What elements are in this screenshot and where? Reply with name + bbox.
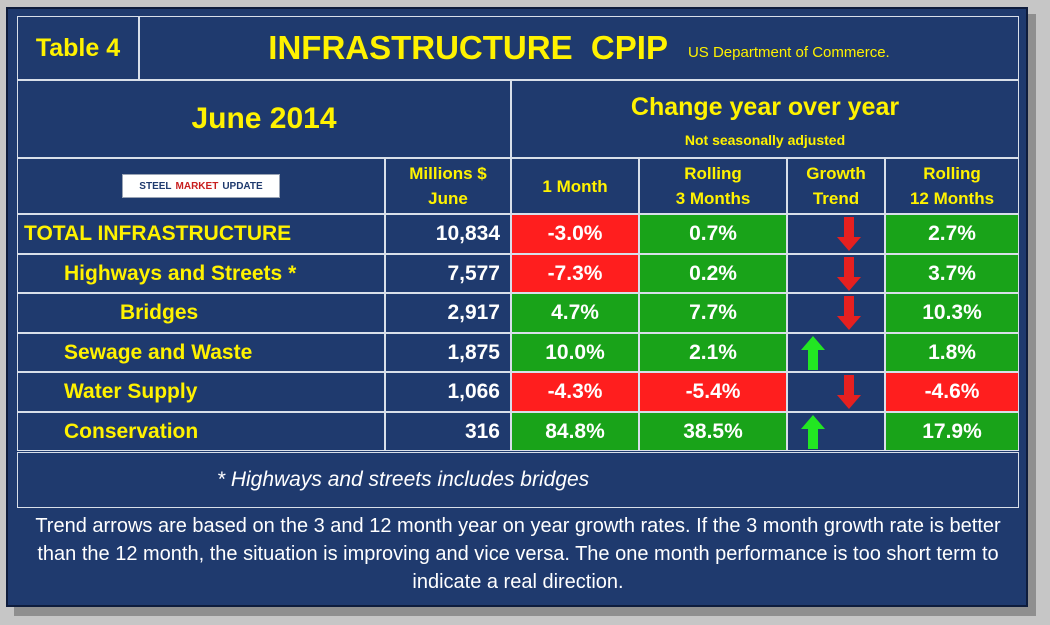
steel-market-update-logo: STEEL MARKET UPDATE bbox=[122, 174, 280, 198]
row-trend-cell bbox=[787, 254, 885, 293]
row-millions: 2,917 bbox=[385, 293, 511, 333]
row-rolling-12: 17.9% bbox=[885, 412, 1019, 451]
row-rolling-3: 0.7% bbox=[639, 214, 787, 254]
row-rolling-3: -5.4% bbox=[639, 372, 787, 412]
row-rolling-3: 7.7% bbox=[639, 293, 787, 333]
change-subtitle: Not seasonally adjusted bbox=[684, 131, 846, 148]
row-label: Bridges bbox=[17, 293, 385, 333]
row-rolling-12: -4.6% bbox=[885, 372, 1019, 412]
row-trend-cell bbox=[787, 333, 885, 372]
source-label: US Department of Commerce. bbox=[687, 43, 890, 61]
row-1-month: 4.7% bbox=[511, 293, 639, 333]
row-label: TOTAL INFRASTRUCTURE bbox=[17, 214, 385, 254]
row-1-month: -7.3% bbox=[511, 254, 639, 293]
column-header-rolling-3: Rolling 3 Months bbox=[639, 158, 787, 214]
row-label: Water Supply bbox=[17, 372, 385, 412]
row-rolling-12: 1.8% bbox=[885, 333, 1019, 372]
down-arrow-icon bbox=[837, 375, 861, 409]
column-header-rolling-12: Rolling 12 Months bbox=[885, 158, 1019, 214]
row-label: Highways and Streets * bbox=[17, 254, 385, 293]
up-arrow-icon bbox=[801, 335, 825, 370]
footnote-cell: * Highways and streets includes bridges bbox=[17, 452, 1019, 508]
up-arrow-icon bbox=[801, 414, 825, 449]
row-1-month: 10.0% bbox=[511, 333, 639, 372]
row-rolling-12: 2.7% bbox=[885, 214, 1019, 254]
explanation-cell: Trend arrows are based on the 3 and 12 m… bbox=[17, 508, 1019, 600]
row-rolling-3: 2.1% bbox=[639, 333, 787, 372]
row-millions: 1,875 bbox=[385, 333, 511, 372]
row-rolling-3: 38.5% bbox=[639, 412, 787, 451]
row-millions: 1,066 bbox=[385, 372, 511, 412]
row-millions: 10,834 bbox=[385, 214, 511, 254]
row-millions: 316 bbox=[385, 412, 511, 451]
period-title: June 2014 bbox=[17, 80, 511, 158]
row-1-month: -4.3% bbox=[511, 372, 639, 412]
down-arrow-icon bbox=[837, 217, 861, 251]
row-millions: 7,577 bbox=[385, 254, 511, 293]
footnote: * Highways and streets includes bridges bbox=[216, 468, 590, 491]
column-header-millions: Millions $ June bbox=[385, 158, 511, 214]
title-cell: INFRASTRUCTURE CPIP US Department of Com… bbox=[139, 16, 1019, 80]
row-rolling-12: 10.3% bbox=[885, 293, 1019, 333]
change-header: Change year over year Not seasonally adj… bbox=[511, 80, 1019, 158]
row-1-month: 84.8% bbox=[511, 412, 639, 451]
row-label: Conservation bbox=[17, 412, 385, 451]
down-arrow-icon bbox=[837, 256, 861, 291]
explanation-text: Trend arrows are based on the 3 and 12 m… bbox=[35, 515, 1001, 593]
row-trend-cell bbox=[787, 412, 885, 451]
column-header-growth-trend: Growth Trend bbox=[787, 158, 885, 214]
row-label: Sewage and Waste bbox=[17, 333, 385, 372]
change-title: Change year over year bbox=[630, 92, 900, 121]
row-trend-cell bbox=[787, 372, 885, 412]
table-label: Table 4 bbox=[17, 16, 139, 80]
row-trend-cell bbox=[787, 214, 885, 254]
row-1-month: -3.0% bbox=[511, 214, 639, 254]
row-rolling-3: 0.2% bbox=[639, 254, 787, 293]
column-header-1-month: 1 Month bbox=[511, 158, 639, 214]
row-trend-cell bbox=[787, 293, 885, 333]
logo-cell: STEEL MARKET UPDATE bbox=[17, 158, 385, 214]
page-title: INFRASTRUCTURE CPIP bbox=[268, 29, 668, 66]
down-arrow-icon bbox=[837, 296, 861, 330]
row-rolling-12: 3.7% bbox=[885, 254, 1019, 293]
